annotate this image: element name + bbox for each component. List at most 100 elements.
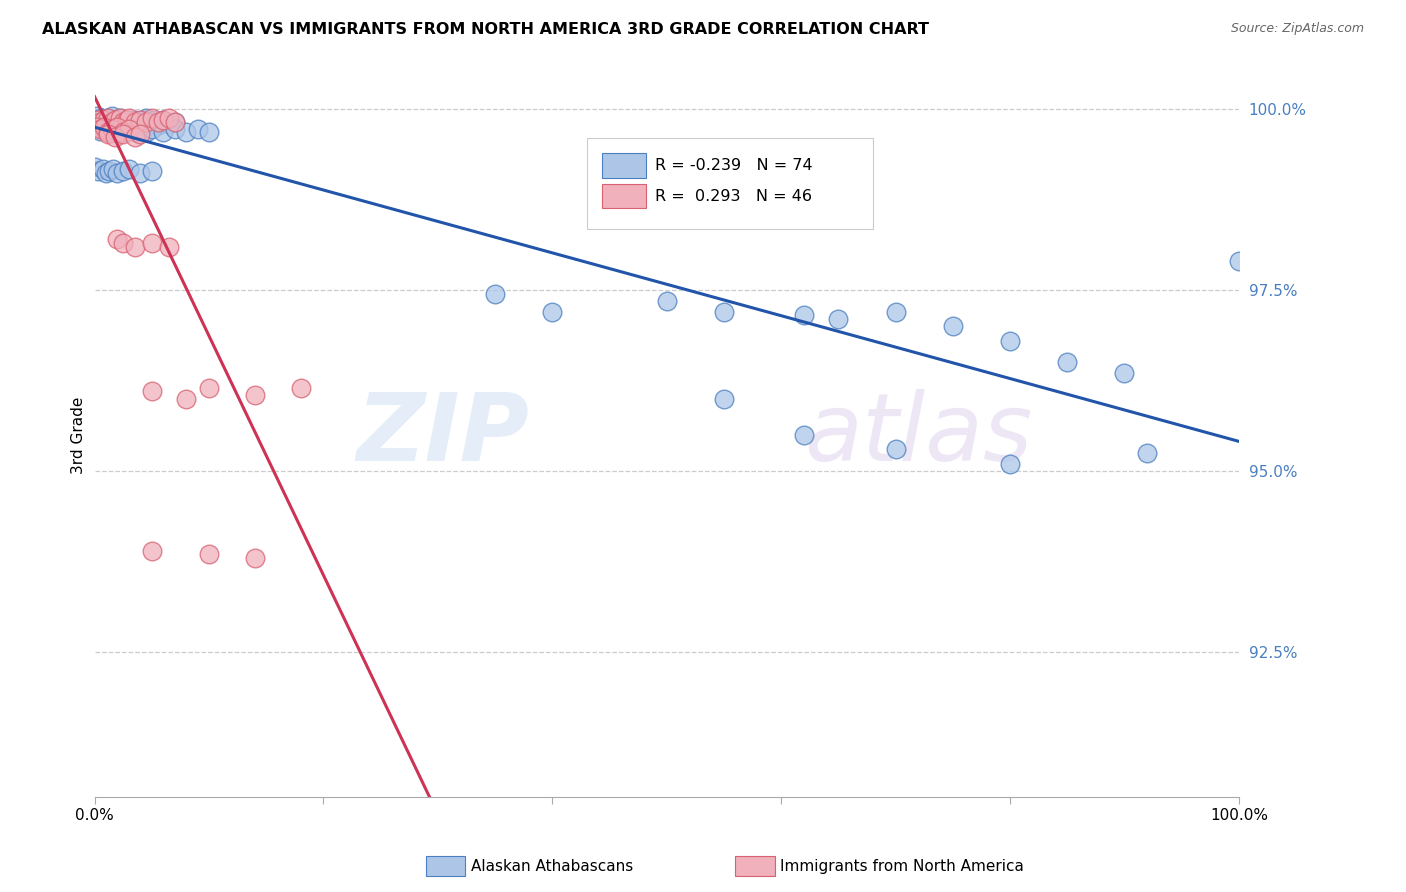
Point xyxy=(163,122,186,136)
Point xyxy=(141,122,163,136)
Point xyxy=(100,122,122,136)
Point xyxy=(131,113,153,128)
Point xyxy=(118,122,141,136)
Point xyxy=(793,427,815,442)
Point xyxy=(141,235,163,250)
Point xyxy=(107,166,129,180)
Point xyxy=(541,305,564,319)
Point xyxy=(104,115,127,129)
Point xyxy=(163,115,186,129)
Point xyxy=(129,128,152,142)
Point xyxy=(141,543,163,558)
Point xyxy=(141,115,163,129)
Point xyxy=(107,113,129,128)
Text: Alaskan Athabascans: Alaskan Athabascans xyxy=(471,859,633,873)
Point xyxy=(129,113,152,128)
Point xyxy=(124,113,146,128)
FancyBboxPatch shape xyxy=(586,138,873,228)
Point xyxy=(827,312,849,326)
Point xyxy=(97,128,120,142)
Point xyxy=(124,240,146,254)
Point xyxy=(149,115,172,129)
Point xyxy=(138,117,160,131)
FancyBboxPatch shape xyxy=(602,153,647,178)
Text: atlas: atlas xyxy=(804,389,1032,480)
Point xyxy=(141,384,163,399)
Point xyxy=(108,122,131,136)
Point xyxy=(484,286,506,301)
Point xyxy=(112,163,135,178)
Point xyxy=(713,305,735,319)
Text: R = -0.239   N = 74: R = -0.239 N = 74 xyxy=(655,158,813,173)
Point xyxy=(152,125,174,139)
Point xyxy=(87,163,110,178)
Point xyxy=(243,550,266,565)
Point xyxy=(94,113,117,128)
Point xyxy=(98,163,121,178)
Point xyxy=(152,113,174,128)
Point xyxy=(89,122,111,136)
Text: R =  0.293   N = 46: R = 0.293 N = 46 xyxy=(655,188,813,203)
Y-axis label: 3rd Grade: 3rd Grade xyxy=(72,396,86,474)
Point xyxy=(97,125,120,139)
Point xyxy=(129,115,152,129)
Point xyxy=(112,115,135,129)
Point xyxy=(884,305,907,319)
Point xyxy=(129,166,152,180)
Point xyxy=(124,129,146,144)
Text: ALASKAN ATHABASCAN VS IMMIGRANTS FROM NORTH AMERICA 3RD GRADE CORRELATION CHART: ALASKAN ATHABASCAN VS IMMIGRANTS FROM NO… xyxy=(42,22,929,37)
Point xyxy=(93,120,115,135)
Point xyxy=(1056,355,1078,369)
Point xyxy=(86,109,108,123)
Point xyxy=(1227,254,1250,268)
Point xyxy=(94,166,117,180)
FancyBboxPatch shape xyxy=(602,184,647,209)
Point xyxy=(101,161,124,176)
Point xyxy=(120,115,142,129)
Point xyxy=(115,113,138,128)
Point xyxy=(118,111,141,125)
Point xyxy=(146,118,169,132)
Point xyxy=(97,111,120,125)
Point xyxy=(93,122,115,136)
Point xyxy=(100,109,122,123)
Text: Source: ZipAtlas.com: Source: ZipAtlas.com xyxy=(1230,22,1364,36)
Point xyxy=(243,388,266,402)
Point xyxy=(1136,446,1159,460)
Point xyxy=(107,120,129,135)
Point xyxy=(135,115,157,129)
Point xyxy=(127,117,149,131)
Point xyxy=(174,125,197,139)
Point xyxy=(93,113,115,128)
Point xyxy=(97,111,120,125)
Point xyxy=(998,457,1021,471)
Point xyxy=(86,120,108,135)
Text: ZIP: ZIP xyxy=(357,389,530,481)
Point xyxy=(108,111,131,125)
Point xyxy=(1114,367,1136,381)
Point xyxy=(198,547,221,561)
Point xyxy=(998,334,1021,348)
Point xyxy=(655,293,678,308)
Point xyxy=(83,160,105,174)
Point xyxy=(129,122,152,136)
Point xyxy=(115,113,138,128)
Point xyxy=(100,115,122,129)
Text: Immigrants from North America: Immigrants from North America xyxy=(780,859,1024,873)
Point xyxy=(112,125,135,139)
Point xyxy=(112,235,135,250)
Point xyxy=(89,113,111,128)
Point xyxy=(118,122,141,136)
Point xyxy=(942,319,965,334)
Point xyxy=(112,128,135,142)
Point xyxy=(135,111,157,125)
Point xyxy=(104,129,127,144)
Point xyxy=(713,392,735,406)
Point xyxy=(198,381,221,395)
Point xyxy=(157,111,180,125)
Point xyxy=(93,115,115,129)
Point xyxy=(108,111,131,125)
Point xyxy=(884,442,907,457)
Point xyxy=(104,113,127,128)
Point xyxy=(107,232,129,246)
